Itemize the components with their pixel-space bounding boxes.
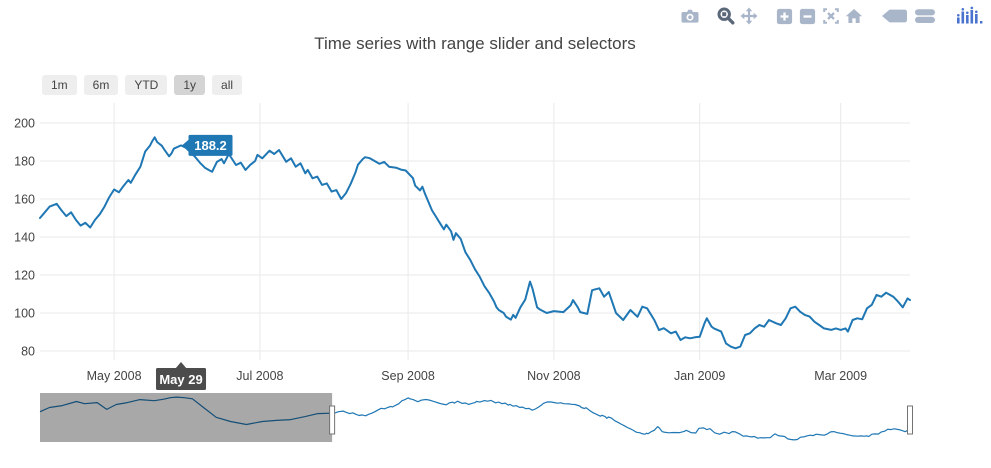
series-line <box>39 136 911 350</box>
range-button-1m[interactable]: 1m <box>42 75 77 95</box>
x-tick-label: Sep 2008 <box>381 369 435 383</box>
rangeslider-handle-left[interactable] <box>329 405 336 435</box>
rangeslider-line <box>39 396 911 441</box>
y-tick-label: 140 <box>14 231 35 245</box>
axis-tick-labels: 80 100 120 140 160 180 200 May 2008 Jul 2008 Sep … <box>14 117 867 384</box>
range-button-1y[interactable]: 1y <box>174 75 206 95</box>
zoom-in-icon <box>776 8 793 24</box>
plotly-logo-icon <box>957 6 983 24</box>
hover-closest-button[interactable] <box>879 6 910 27</box>
zoom-mode-button[interactable] <box>715 6 736 27</box>
reset-axes-button[interactable] <box>843 6 864 27</box>
zoom-icon <box>717 7 734 25</box>
modebar <box>664 5 985 27</box>
pan-icon <box>740 7 757 25</box>
y-tick-label: 80 <box>21 345 35 359</box>
plotly-logo-button[interactable] <box>953 6 985 27</box>
x-tick-label: May 2008 <box>87 369 142 383</box>
autoscale-icon <box>822 8 839 24</box>
svg-text:May 29: May 29 <box>159 372 202 387</box>
zoom-in-button[interactable] <box>774 6 795 27</box>
x-tick-label: Mar 2009 <box>814 369 867 383</box>
x-tick-label: Nov 2008 <box>527 369 581 383</box>
range-button-6m[interactable]: 6m <box>83 75 119 95</box>
rangeslider-mask[interactable] <box>40 393 333 442</box>
hover-date-tooltip: May 29 <box>156 362 207 390</box>
gridlines <box>40 103 910 360</box>
y-tick-label: 100 <box>14 307 35 321</box>
range-selector-group: 1m 6m YTD 1y all <box>42 75 243 95</box>
y-tick-label: 120 <box>14 269 35 283</box>
autoscale-button[interactable] <box>820 6 841 27</box>
y-tick-label: 180 <box>14 155 35 169</box>
hover-value-tooltip: 188.2 <box>182 134 233 156</box>
rangeslider-handle-right[interactable] <box>907 405 913 435</box>
hover-closest-icon <box>882 9 907 23</box>
hover-compare-button[interactable] <box>912 6 938 27</box>
x-tick-label: Jan 2009 <box>674 369 725 383</box>
x-tick-label: Jul 2008 <box>236 369 283 383</box>
svg-text:188.2: 188.2 <box>194 138 227 153</box>
pan-mode-button[interactable] <box>738 6 759 27</box>
zoom-out-icon <box>799 8 816 24</box>
range-button-all[interactable]: all <box>212 75 243 95</box>
chart-title: Time series with range slider and select… <box>314 34 636 53</box>
range-button-ytd[interactable]: YTD <box>125 75 168 95</box>
y-tick-label: 160 <box>14 193 35 207</box>
camera-icon <box>681 9 698 23</box>
home-icon <box>845 9 862 23</box>
download-png-button[interactable] <box>679 6 700 27</box>
y-tick-label: 200 <box>14 117 35 131</box>
zoom-out-button[interactable] <box>797 6 818 27</box>
hover-compare-icon <box>915 9 935 23</box>
